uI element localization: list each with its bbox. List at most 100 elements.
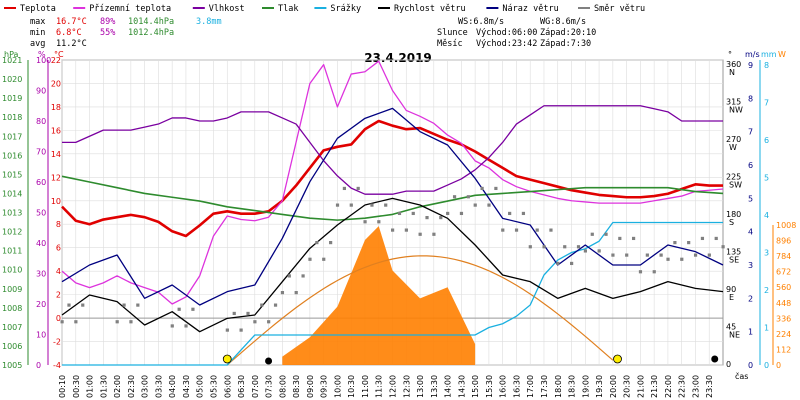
sun-label: Slunce [437,28,468,38]
wind-direction-point [170,324,174,328]
wm2-tick-label: 0 [776,361,781,370]
wind-direction-point [370,203,374,207]
moon-label: Měsíc [437,39,463,49]
time-tick-label: 10:00 [333,375,342,398]
wind-direction-point [404,228,408,232]
mm-tick-label: 5 [764,174,769,183]
hpa-unit: hPa [4,50,19,59]
dir-tick-label: 270 [726,135,741,144]
time-tick-label: 14:30 [457,375,466,398]
c-tick-label: 6 [56,244,61,253]
time-tick-label: 00:30 [72,375,81,398]
dir-tick-label: 315 [726,98,741,107]
legend-label: Náraz větru [502,4,558,14]
solar-radiation-area [282,226,476,365]
ms-tick-label: 7 [748,128,753,137]
c-tick-label: 0 [56,314,61,323]
wind-direction-point [452,195,457,199]
wind-direction-point [246,311,250,316]
series-line [61,175,724,221]
wind-direction-point [556,261,560,266]
hpa-tick-label: 1005 [2,361,22,370]
pct-tick-label: 100 [36,56,51,65]
c-tick-label: 8 [56,220,61,229]
legend-label: Směr větru [594,4,645,14]
wind-direction-point [652,270,656,274]
stats-max-label: max [30,17,45,27]
wind-direction-point [425,216,429,220]
wind-direction-point [487,203,491,207]
wm2-tick-label: 112 [776,345,791,354]
hpa-tick-label: 1020 [2,75,22,84]
hpa-tick-label: 1019 [2,94,22,103]
wind-direction-point [700,236,705,241]
wind-direction-point [508,211,512,216]
dir-tick-label: 225 [726,173,741,182]
wind-direction-point [184,324,188,328]
stats-min-temp: 6.8°C [56,28,82,38]
wind-direction-point [273,303,278,307]
wind-direction-point [349,203,353,207]
pct-tick-label: 90 [36,87,46,96]
plot-area [60,59,725,366]
wind-direction-point [666,257,670,261]
c-tick-label: 2 [56,291,61,300]
dir-tick-label: 90 [726,285,736,294]
hpa-tick-label: 1013 [2,209,22,218]
dir-name-label: SW [729,181,742,190]
time-unit: čas [735,371,748,381]
wind-direction-point [287,274,291,278]
dir-name-label: NE [729,331,740,340]
series-line [61,197,724,333]
time-tick-label: 17:30 [540,375,549,398]
wind-direction-point [418,232,422,236]
pct-tick-label: 20 [36,300,46,309]
ms-tick-label: 9 [748,61,753,70]
ms-unit: m/s [745,50,760,59]
hpa-tick-label: 1006 [2,342,22,351]
wind-direction-point [473,203,477,207]
wind-direction-point [576,245,581,249]
pct-tick-label: 60 [36,178,46,187]
wm2-tick-label: 448 [776,299,791,308]
time-tick-label: 16:30 [512,375,521,398]
wm2-tick-label: 336 [776,314,791,323]
hpa-tick-label: 1015 [2,170,22,179]
dir-tick-label: 45 [726,323,736,332]
wind-direction-point [439,216,443,220]
time-tick-label: 00:10 [58,375,67,398]
pct-tick-label: 50 [36,209,46,218]
wind-direction-point [707,253,711,257]
hpa-tick-label: 1007 [2,323,22,332]
hpa-tick-label: 1014 [2,189,22,198]
time-tick-label: 05:30 [209,375,218,398]
hpa-tick-label: 1009 [2,285,22,294]
time-tick-label: 01:30 [99,375,108,398]
mm-tick-label: 1 [764,324,769,333]
hpa-tick-label: 1011 [2,247,22,256]
wm2-tick-label: 560 [776,283,791,292]
legend-label: Teplota [20,4,56,14]
wind-direction-point [315,241,319,245]
wm2-tick-label: 1008 [776,221,796,230]
time-tick-label: 06:00 [223,375,232,398]
time-tick-label: 03:30 [154,375,163,398]
time-tick-label: 20:00 [609,375,618,398]
hpa-tick-label: 1017 [2,132,22,141]
wind-direction-point [129,320,133,324]
ms-tick-label: 5 [748,194,753,203]
wm2-tick-label: 672 [776,268,791,277]
wind-direction-point [693,253,698,257]
sun-set: Západ:20:10 [540,28,596,38]
time-tick-label: 23:00 [691,375,700,398]
hpa-tick-label: 1010 [2,266,22,275]
c-tick-label: 14 [51,150,61,159]
stats-max-rain: 3.8mm [196,17,222,27]
time-tick-label: 15:00 [471,375,480,398]
sun-curve [226,255,614,366]
wind-direction-point [597,249,601,253]
wind-direction-point [535,228,539,232]
ms-tick-label: 4 [748,228,753,237]
wind-direction-point [542,245,546,249]
wind-direction-point [239,328,243,332]
